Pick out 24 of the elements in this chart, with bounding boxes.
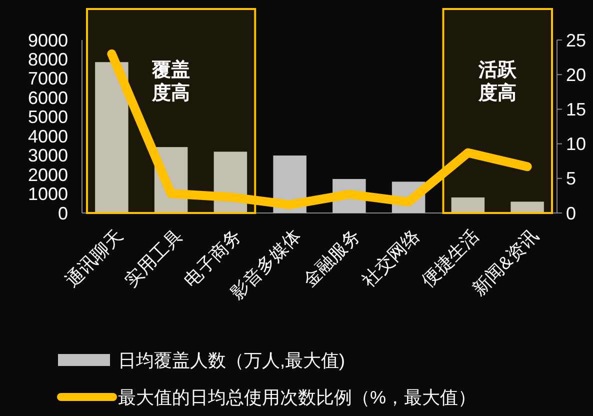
y-tick-label: 0 — [58, 203, 68, 224]
band-label: 覆盖度高 — [151, 59, 190, 104]
bar — [510, 202, 544, 213]
y-tick-label: 8000 — [28, 50, 68, 70]
y-tick-label: 4000 — [28, 126, 68, 146]
y2-tick-label: 0 — [566, 203, 576, 224]
y-tick-label: 1000 — [28, 184, 68, 204]
bar — [451, 197, 485, 213]
y-tick-label: 5000 — [28, 107, 68, 128]
legend-label: 日均覆盖人数（万人,最大值) — [118, 350, 345, 370]
x-tick-label: 社交网络 — [358, 226, 424, 291]
y2-tick-label: 5 — [566, 168, 576, 189]
band-label: 活跃度高 — [478, 60, 518, 104]
y-tick-label: 7000 — [28, 68, 68, 89]
y2-tick-label: 25 — [566, 30, 586, 50]
y2-tick-label: 10 — [566, 134, 586, 154]
y-tick-label: 9000 — [28, 30, 68, 50]
y2-tick-label: 15 — [566, 100, 586, 120]
bar — [95, 62, 128, 213]
y-tick-label: 3000 — [28, 146, 68, 166]
y-tick-label: 6000 — [28, 88, 68, 108]
y2-tick-label: 20 — [566, 64, 586, 85]
legend-label: 最大值的日均总使用次数比例（%，最大值） — [118, 387, 476, 408]
y-tick-label: 2000 — [28, 164, 68, 185]
